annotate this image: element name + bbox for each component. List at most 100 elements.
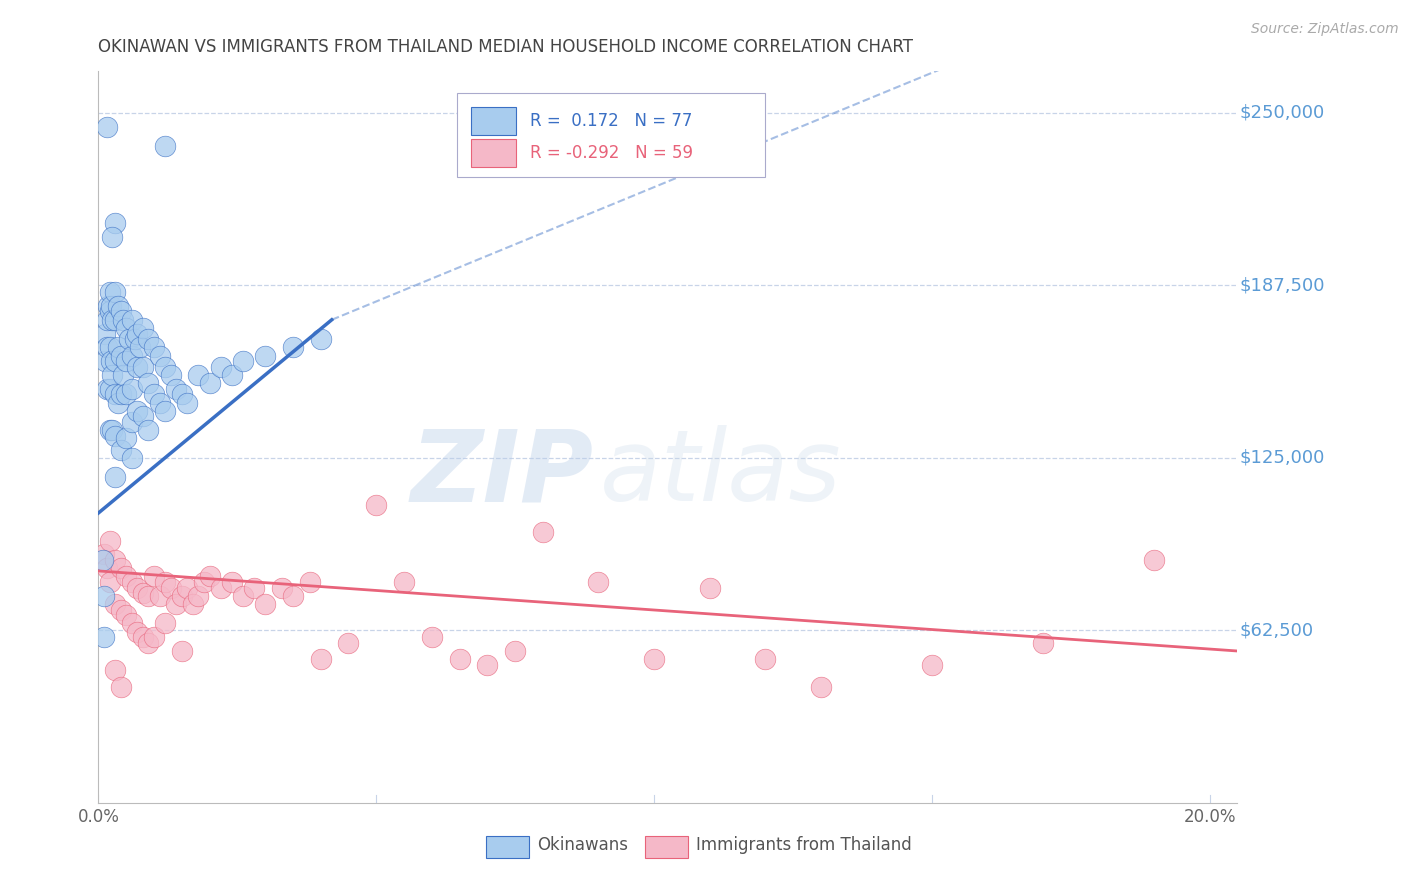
Bar — [485, 836, 529, 858]
Point — [148, 589, 170, 603]
Point — [96, 561, 118, 575]
Point — [124, 332, 146, 346]
Point — [104, 428, 127, 442]
Point — [96, 340, 118, 354]
FancyBboxPatch shape — [457, 94, 765, 178]
Point — [121, 450, 143, 465]
Point — [187, 589, 209, 603]
Point — [112, 368, 135, 382]
Point — [121, 574, 143, 589]
Point — [127, 359, 149, 374]
Point — [110, 561, 132, 575]
Point — [810, 680, 832, 694]
Point — [104, 285, 127, 300]
Point — [98, 574, 121, 589]
Point — [93, 589, 115, 603]
Point — [143, 630, 166, 644]
Point — [132, 321, 155, 335]
Point — [96, 382, 118, 396]
Point — [298, 574, 321, 589]
Point — [129, 340, 152, 354]
Point — [127, 581, 149, 595]
Point — [115, 354, 138, 368]
Point — [232, 589, 254, 603]
Point — [232, 354, 254, 368]
Point — [107, 395, 129, 409]
Bar — [471, 139, 516, 167]
Point — [921, 657, 943, 672]
Point — [153, 616, 176, 631]
Point — [170, 589, 193, 603]
Point — [153, 139, 176, 153]
Point — [270, 581, 292, 595]
Point — [148, 349, 170, 363]
Point — [159, 581, 181, 595]
Point — [115, 387, 138, 401]
Point — [153, 359, 176, 374]
Point — [531, 525, 554, 540]
Point — [98, 533, 121, 548]
Point — [193, 574, 215, 589]
Text: $187,500: $187,500 — [1240, 277, 1324, 294]
Point — [170, 387, 193, 401]
Point — [449, 652, 471, 666]
Point — [104, 663, 127, 677]
Point — [104, 553, 127, 567]
Point — [100, 354, 122, 368]
Point — [198, 376, 221, 391]
Point — [101, 368, 124, 382]
Point — [143, 569, 166, 583]
Point — [221, 368, 243, 382]
Point — [93, 548, 115, 562]
Bar — [471, 107, 516, 135]
Point — [93, 630, 115, 644]
Point — [110, 387, 132, 401]
Point — [159, 368, 181, 382]
Point — [148, 395, 170, 409]
Point — [165, 382, 187, 396]
Point — [115, 569, 138, 583]
Point — [281, 589, 304, 603]
Point — [118, 332, 141, 346]
Text: Immigrants from Thailand: Immigrants from Thailand — [696, 836, 912, 855]
Point — [165, 597, 187, 611]
Text: $250,000: $250,000 — [1240, 103, 1324, 122]
Point — [243, 581, 266, 595]
Point — [107, 340, 129, 354]
Point — [309, 652, 332, 666]
Point — [138, 589, 160, 603]
Point — [127, 624, 149, 639]
Point — [588, 574, 610, 589]
Point — [153, 574, 176, 589]
Point — [112, 312, 135, 326]
Point — [104, 387, 127, 401]
Point — [254, 597, 277, 611]
Point — [104, 354, 127, 368]
Point — [170, 644, 193, 658]
Point — [94, 354, 117, 368]
Point — [221, 574, 243, 589]
Point — [121, 415, 143, 429]
Point — [110, 304, 132, 318]
Point — [121, 312, 143, 326]
Point — [98, 382, 121, 396]
Bar — [645, 836, 689, 858]
Point — [477, 657, 499, 672]
Point — [98, 340, 121, 354]
Point — [138, 332, 160, 346]
Text: $125,000: $125,000 — [1240, 449, 1324, 467]
Point — [104, 470, 127, 484]
Point — [209, 581, 232, 595]
Point — [101, 312, 124, 326]
Point — [121, 349, 143, 363]
Point — [132, 630, 155, 644]
Text: Okinawans: Okinawans — [537, 836, 628, 855]
Point — [643, 652, 665, 666]
Point — [104, 597, 127, 611]
Point — [153, 404, 176, 418]
Point — [132, 359, 155, 374]
Point — [132, 409, 155, 424]
Point — [337, 636, 360, 650]
Point — [115, 321, 138, 335]
Point — [104, 216, 127, 230]
